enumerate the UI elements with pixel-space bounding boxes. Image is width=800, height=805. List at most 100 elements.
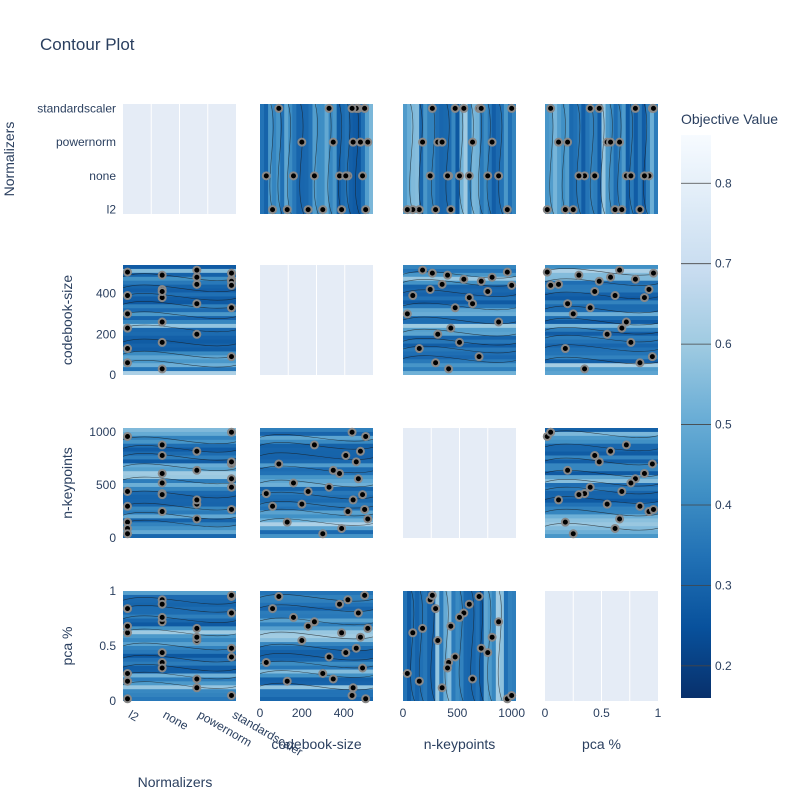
contour-band bbox=[260, 602, 373, 608]
trial-point bbox=[288, 171, 298, 181]
contour-band bbox=[123, 335, 236, 341]
subplot-pca-vs-Normalizers bbox=[123, 590, 236, 704]
contour-band bbox=[641, 104, 647, 214]
contour-band bbox=[260, 518, 373, 524]
trial-point bbox=[328, 465, 338, 475]
contour-line bbox=[545, 430, 658, 438]
contour-band bbox=[545, 367, 658, 373]
contour-band bbox=[545, 304, 658, 310]
trial-point bbox=[157, 648, 167, 658]
contour-band bbox=[553, 104, 559, 214]
x-tick-label: 1 bbox=[655, 706, 662, 720]
contour-band bbox=[545, 272, 658, 278]
trial-point bbox=[433, 329, 443, 339]
contour-band bbox=[123, 661, 236, 667]
contour-line bbox=[589, 104, 595, 214]
trial-point bbox=[360, 103, 370, 113]
trial-point bbox=[355, 446, 365, 456]
contour-band bbox=[569, 104, 575, 214]
contour-band bbox=[316, 104, 322, 214]
contour-band bbox=[499, 591, 505, 701]
subplot-nkeypoints-vs-nkeypoints bbox=[403, 428, 516, 538]
trial-point bbox=[446, 621, 456, 631]
contour-band bbox=[471, 591, 477, 701]
contour-band bbox=[123, 602, 236, 608]
contour-band bbox=[629, 104, 635, 214]
contour-band bbox=[123, 268, 236, 274]
trial-point bbox=[123, 501, 133, 511]
trial-point bbox=[226, 691, 236, 700]
contour-band bbox=[431, 591, 437, 701]
contour-band bbox=[415, 104, 421, 214]
trial-point bbox=[594, 276, 604, 286]
trial-point bbox=[157, 507, 167, 517]
contour-band bbox=[403, 351, 516, 357]
trial-point bbox=[443, 270, 453, 280]
contour-band bbox=[292, 104, 298, 214]
trial-point bbox=[274, 103, 284, 113]
x-tick-label: 0 bbox=[400, 706, 407, 720]
trial-point bbox=[157, 364, 167, 374]
y-tick-label: l2 bbox=[107, 203, 117, 217]
trial-point bbox=[437, 683, 447, 693]
trial-point bbox=[626, 478, 636, 488]
contour-band bbox=[557, 104, 563, 214]
contour-line bbox=[403, 328, 516, 337]
contour-band bbox=[439, 104, 445, 214]
contour-band bbox=[260, 490, 373, 496]
trial-point bbox=[459, 274, 469, 284]
contour-band bbox=[123, 320, 236, 325]
trial-point bbox=[297, 137, 307, 147]
contour-band bbox=[123, 284, 236, 290]
trial-point bbox=[580, 364, 590, 374]
trial-point bbox=[546, 427, 556, 437]
contour-band bbox=[123, 626, 236, 632]
contour-band bbox=[585, 104, 591, 214]
contour-line bbox=[123, 654, 236, 663]
contour-band bbox=[260, 502, 373, 508]
trial-point bbox=[226, 652, 236, 662]
trial-point bbox=[192, 446, 202, 456]
contour-band bbox=[451, 591, 457, 701]
trial-point bbox=[615, 137, 625, 147]
trial-point bbox=[358, 663, 368, 673]
contour-band bbox=[123, 693, 236, 699]
contour-line bbox=[403, 355, 516, 363]
contour-band bbox=[123, 475, 236, 481]
contour-line bbox=[260, 594, 373, 602]
contour-band bbox=[123, 638, 236, 644]
contour-band bbox=[123, 296, 236, 302]
contour-band bbox=[545, 451, 658, 457]
contour-band bbox=[123, 308, 236, 314]
trial-point bbox=[542, 205, 552, 215]
trial-point bbox=[468, 137, 478, 147]
subplot-codebooksize-vs-codebooksize bbox=[260, 265, 373, 375]
contour-band bbox=[260, 435, 373, 441]
contour-band bbox=[487, 104, 493, 214]
contour-line bbox=[628, 104, 634, 214]
contour-band bbox=[260, 510, 373, 516]
trial-point bbox=[274, 592, 284, 601]
contour-band bbox=[123, 490, 236, 496]
contour-band bbox=[280, 104, 286, 214]
trial-point bbox=[318, 669, 328, 678]
contour-band bbox=[300, 104, 306, 214]
y-tick-label: 0.5 bbox=[99, 639, 116, 653]
contour-band bbox=[368, 104, 373, 214]
contour-band bbox=[443, 591, 449, 701]
contour-band bbox=[348, 104, 354, 214]
trial-point bbox=[414, 676, 424, 686]
contour-band bbox=[268, 104, 274, 214]
trial-point bbox=[446, 205, 456, 215]
contour-band bbox=[123, 606, 236, 612]
contour-line bbox=[355, 104, 360, 214]
y-tick-label: standardscaler bbox=[37, 101, 116, 115]
contour-band bbox=[123, 331, 236, 337]
contour-band bbox=[621, 104, 627, 214]
trial-point bbox=[288, 478, 298, 488]
trial-point bbox=[459, 103, 469, 113]
trial-point bbox=[348, 495, 358, 505]
contour-band bbox=[455, 104, 461, 214]
contour-band bbox=[324, 104, 330, 214]
